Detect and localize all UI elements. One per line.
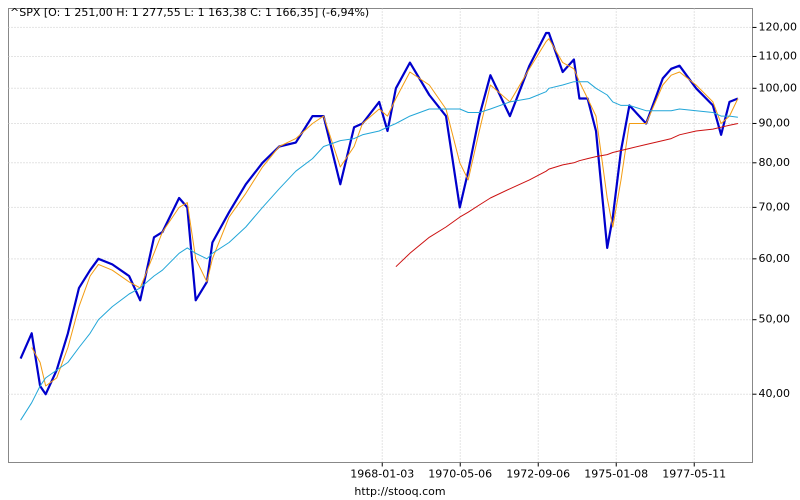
y-tick-label: 110,00 <box>759 49 798 62</box>
x-tick-label: 1977-05-11 <box>662 468 726 481</box>
y-tick-label: 60,00 <box>759 252 791 265</box>
x-tick-label: 1968-01-03 <box>350 468 414 481</box>
footer: http://stooq.com <box>354 485 445 498</box>
y-tick-label: 90,00 <box>759 116 791 129</box>
moving-average <box>31 38 739 387</box>
y-tick-label: 120,00 <box>759 20 798 33</box>
y-tick-label: 50,00 <box>759 313 791 326</box>
moving-average <box>20 81 738 421</box>
y-tick-label: 70,00 <box>759 200 791 213</box>
y-tick-label: 100,00 <box>759 81 798 94</box>
chart-title: ^SPX [O: 1 251,00 H: 1 277,55 L: 1 163,3… <box>10 6 369 19</box>
y-tick-label: 80,00 <box>759 156 791 169</box>
x-tick-label: 1972-09-06 <box>506 468 570 481</box>
x-tick-label: 1970-05-06 <box>428 468 492 481</box>
x-tick-label: 1975-01-08 <box>584 468 648 481</box>
moving-average <box>395 123 739 268</box>
y-tick-label: 40,00 <box>759 387 791 400</box>
plot-area <box>8 8 753 463</box>
